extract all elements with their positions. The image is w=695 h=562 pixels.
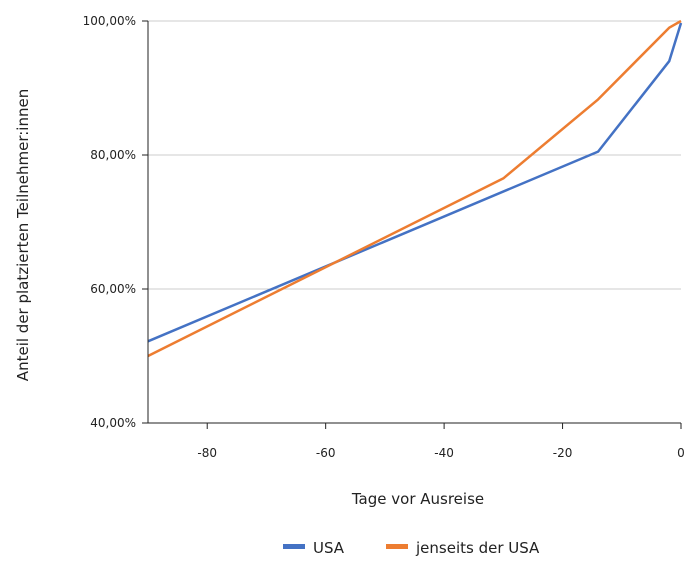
axes	[142, 20, 682, 429]
series-lines	[147, 19, 683, 358]
x-tick-label: -80	[197, 446, 217, 460]
y-tick-label: 100,00%	[83, 14, 136, 28]
y-tick-label: 60,00%	[90, 282, 136, 296]
legend: USA jenseits der USA	[283, 539, 540, 557]
tick-labels: 40,00% 60,00% 80,00% 100,00% -80 -60 -40 -20 0	[83, 14, 685, 460]
legend-label-jenseits-der-usa: jenseits der USA	[415, 539, 540, 557]
series-line-usa	[147, 22, 683, 343]
gridlines	[148, 20, 681, 290]
x-axis-title: Tage vor Ausreise	[351, 490, 484, 508]
y-tick-label: 40,00%	[90, 416, 136, 430]
legend-label-usa: USA	[313, 539, 345, 557]
x-tick-label: -20	[553, 446, 573, 460]
x-tick-label: 0	[677, 446, 685, 460]
y-tick-label: 80,00%	[90, 148, 136, 162]
y-axis-title: Anteil der platzierten Teilnehmer:innen	[14, 89, 32, 381]
x-tick-label: -40	[434, 446, 454, 460]
legend-swatch-usa	[283, 544, 305, 549]
legend-swatch-jenseits-der-usa	[386, 544, 408, 549]
series-line-jenseits-der-usa	[147, 19, 682, 358]
x-tick-label: -60	[316, 446, 336, 460]
